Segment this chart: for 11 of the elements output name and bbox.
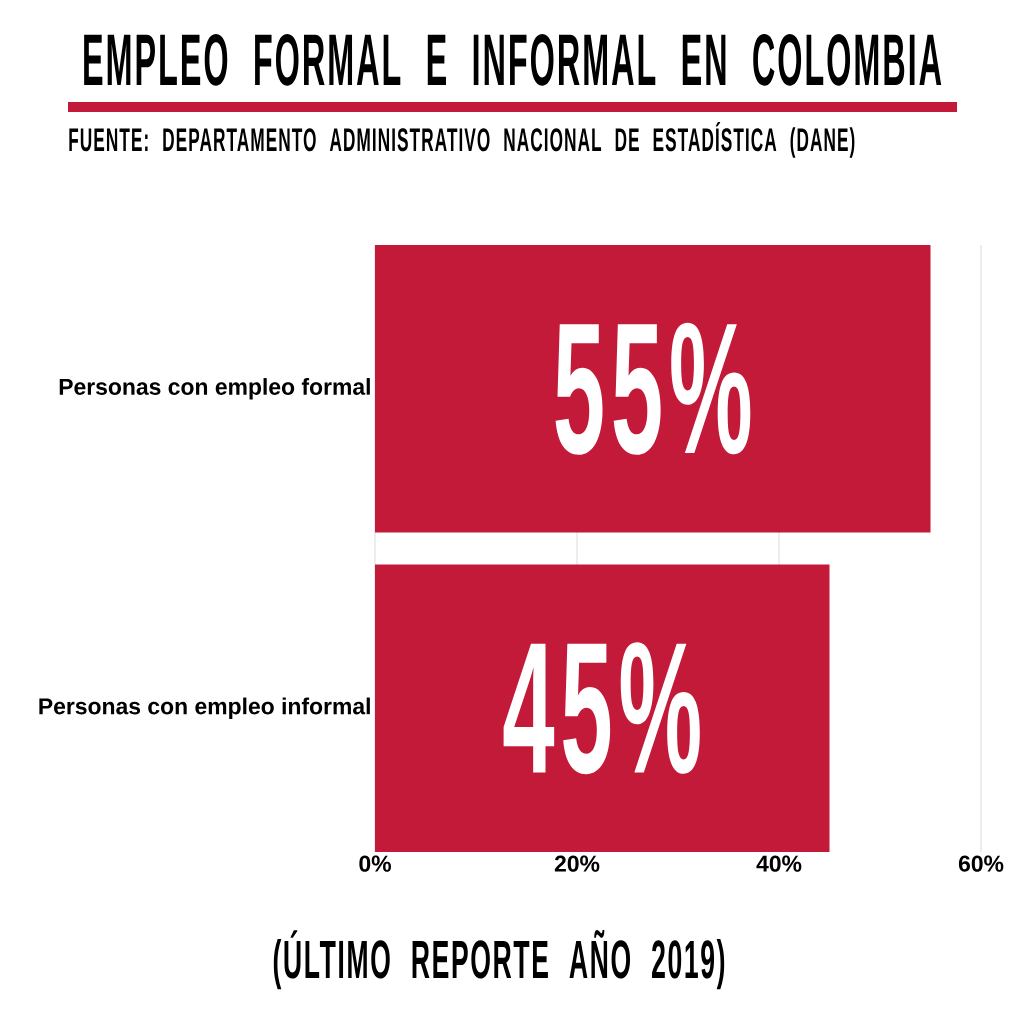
x-tick-label: 0% — [359, 855, 391, 872]
text: (ÚLTIMO REPORTE AÑO 2019) — [273, 929, 725, 990]
x-tick-label: 40% — [756, 855, 802, 872]
x-tick-label: 60% — [958, 855, 1004, 872]
y-tick-label: Personas con empleo informal — [39, 697, 370, 719]
x-tick-label: 20% — [554, 855, 600, 872]
chart-title: EMPLEO FORMAL E INFORMAL EN COLOMBIA — [84, 33, 942, 86]
y-tick-label: Personas con empleo formal — [59, 378, 370, 400]
source-note: FUENTE: DEPARTAMENTO ADMINISTRATIVO NACIONAL DE ESTADÍSTICA (DANE) — [69, 121, 855, 158]
data-label: 45% — [503, 642, 700, 775]
data-label: 55% — [555, 322, 751, 455]
